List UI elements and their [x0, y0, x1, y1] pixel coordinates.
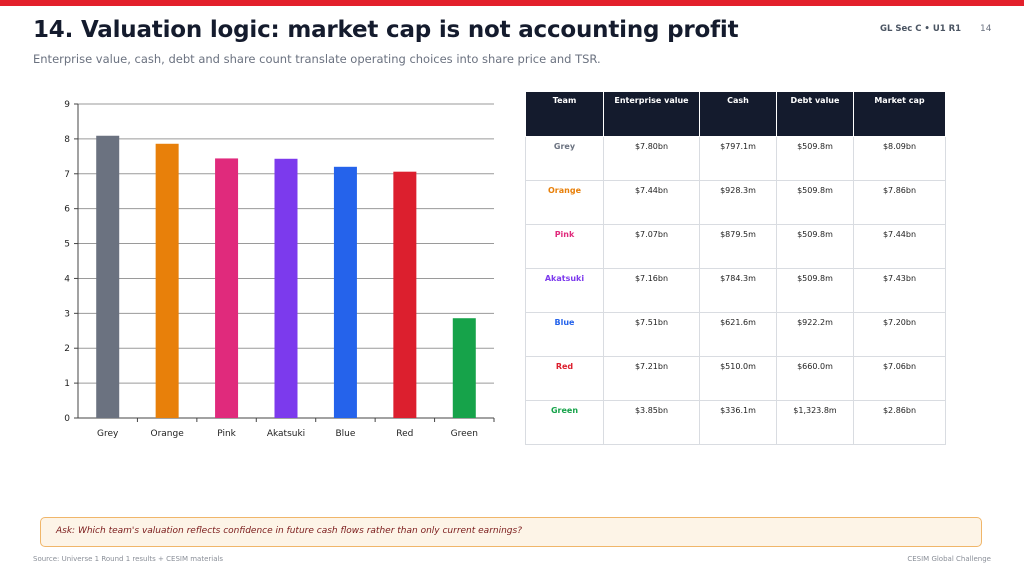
table-cell-cash: $784.3m [699, 268, 777, 313]
table-cell-team: Blue [525, 312, 604, 357]
table-cell-market-cap: $2.86bn [853, 400, 946, 445]
table-row: Blue $7.51bn $621.6m $922.2m $7.20bn [525, 312, 946, 357]
y-tick-label: 9 [64, 100, 70, 110]
bar-grey [96, 135, 120, 418]
table-header-row: Team Enterprise value Cash Debt value Ma… [525, 91, 946, 137]
valuation-table: Team Enterprise value Cash Debt value Ma… [525, 91, 946, 445]
table-cell-market-cap: $7.06bn [853, 356, 946, 401]
x-tick-label: Akatsuki [267, 429, 305, 439]
page-title: 14. Valuation logic: market cap is not a… [33, 17, 739, 43]
table-row: Red $7.21bn $510.0m $660.0m $7.06bn [525, 356, 946, 401]
table-cell-cash: $621.6m [699, 312, 777, 357]
table-row: Pink $7.07bn $879.5m $509.8m $7.44bn [525, 224, 946, 269]
y-tick-label: 8 [64, 135, 70, 145]
bar-red [393, 171, 417, 418]
bar-green [452, 318, 476, 418]
y-tick-label: 1 [64, 379, 70, 389]
table-row: Orange $7.44bn $928.3m $509.8m $7.86bn [525, 180, 946, 225]
table-cell-market-cap: $7.43bn [853, 268, 946, 313]
table-header-cash: Cash [699, 91, 777, 137]
session-tag: GL Sec C • U1 R1 [880, 24, 962, 34]
table-cell-enterprise-value: $7.21bn [603, 356, 700, 401]
x-tick-label: Pink [217, 429, 236, 439]
table-cell-debt-value: $660.0m [776, 356, 854, 401]
table-cell-debt-value: $509.8m [776, 268, 854, 313]
table-cell-enterprise-value: $7.51bn [603, 312, 700, 357]
table-cell-cash: $510.0m [699, 356, 777, 401]
market-cap-bar-chart: 0 1 2 3 4 5 6 7 8 9 Grey Orange Pink Akatsuki Blue Red G… [64, 100, 495, 439]
table-header-debt-value: Debt value [776, 91, 854, 137]
x-tick-label: Orange [151, 429, 185, 439]
y-tick-label: 3 [64, 309, 70, 319]
bar-orange [155, 143, 179, 419]
page-number: 14 [980, 24, 992, 34]
bar-blue [333, 166, 357, 418]
x-tick-label: Blue [335, 429, 355, 439]
table-cell-cash: $336.1m [699, 400, 777, 445]
table-cell-debt-value: $509.8m [776, 136, 854, 181]
table-header-enterprise-value: Enterprise value [603, 91, 700, 137]
table-cell-team: Green [525, 400, 604, 445]
table-row: Green $3.85bn $336.1m $1,323.8m $2.86bn [525, 400, 946, 445]
table-cell-team: Orange [525, 180, 604, 225]
table-cell-team: Pink [525, 224, 604, 269]
x-tick-label: Green [451, 429, 478, 439]
table-cell-debt-value: $509.8m [776, 180, 854, 225]
table-cell-debt-value: $1,323.8m [776, 400, 854, 445]
y-tick-label: 7 [64, 170, 70, 180]
table-cell-enterprise-value: $3.85bn [603, 400, 700, 445]
table-row: Grey $7.80bn $797.1m $509.8m $8.09bn [525, 136, 946, 181]
footer-source: Source: Universe 1 Round 1 results + CES… [33, 555, 224, 563]
table-cell-enterprise-value: $7.07bn [603, 224, 700, 269]
table-header-market-cap: Market cap [853, 91, 946, 137]
table-cell-cash: $928.3m [699, 180, 777, 225]
x-tick-label: Red [396, 429, 413, 439]
y-tick-label: 5 [64, 240, 70, 250]
bar-pink [215, 158, 239, 418]
table-cell-team: Red [525, 356, 604, 401]
x-tick-label: Grey [97, 429, 119, 439]
y-tick-label: 0 [64, 414, 70, 424]
table-cell-team: Akatsuki [525, 268, 604, 313]
callout-text: Ask: Which team's valuation reflects con… [56, 526, 522, 536]
table-cell-enterprise-value: $7.80bn [603, 136, 700, 181]
table-cell-cash: $797.1m [699, 136, 777, 181]
table-cell-market-cap: $8.09bn [853, 136, 946, 181]
table-cell-enterprise-value: $7.44bn [603, 180, 700, 225]
y-tick-label: 2 [64, 344, 70, 354]
y-tick-label: 6 [64, 205, 70, 215]
table-cell-debt-value: $509.8m [776, 224, 854, 269]
bar-akatsuki [274, 158, 298, 418]
table-cell-market-cap: $7.20bn [853, 312, 946, 357]
footer-brand: CESIM Global Challenge [907, 555, 991, 563]
table-cell-cash: $879.5m [699, 224, 777, 269]
table-cell-team: Grey [525, 136, 604, 181]
table-cell-debt-value: $922.2m [776, 312, 854, 357]
table-cell-market-cap: $7.86bn [853, 180, 946, 225]
y-tick-label: 4 [64, 274, 70, 284]
table-header-team: Team [525, 91, 604, 137]
top-accent-bar [0, 0, 1024, 6]
table-cell-enterprise-value: $7.16bn [603, 268, 700, 313]
table-cell-market-cap: $7.44bn [853, 224, 946, 269]
table-row: Akatsuki $7.16bn $784.3m $509.8m $7.43bn [525, 268, 946, 313]
page-subtitle: Enterprise value, cash, debt and share c… [33, 52, 601, 66]
discussion-callout: Ask: Which team's valuation reflects con… [40, 517, 982, 547]
